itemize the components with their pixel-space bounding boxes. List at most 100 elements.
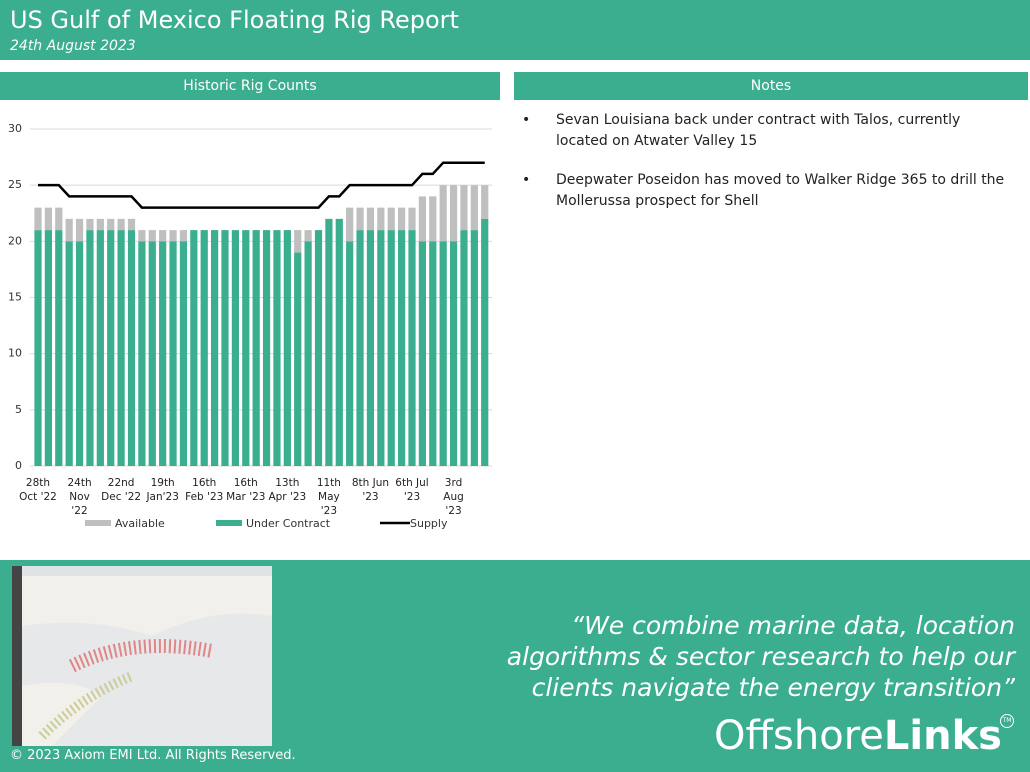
line (38, 161, 485, 209)
bar (418, 196, 426, 242)
bar (179, 241, 188, 466)
bar (242, 230, 250, 466)
bar (86, 218, 94, 231)
bar (460, 230, 468, 466)
bar (231, 230, 239, 466)
report-date: 24th August 2023 (10, 38, 136, 54)
bar (449, 241, 458, 466)
chart: 0 5 10 15 20 25 30 Available Under Contract Suppl… (0, 0, 500, 560)
bar (34, 207, 42, 231)
bar (408, 230, 416, 466)
y-tick-label: 15 (8, 291, 22, 304)
bar (169, 230, 177, 242)
bar (138, 230, 146, 242)
bar (387, 207, 395, 231)
legend-label: Available (115, 517, 165, 530)
header: US Gulf of Mexico Floating Rig Report 24… (0, 0, 1030, 60)
bar (429, 196, 437, 242)
bar (148, 241, 156, 466)
quote: “We combine marine data, location algori… (506, 611, 1015, 702)
y-tick-label: 25 (8, 178, 22, 191)
y-tick-label: 5 (15, 403, 22, 416)
bar (377, 207, 385, 231)
bar (481, 218, 489, 466)
bar (211, 230, 219, 466)
bar (387, 230, 395, 466)
note-text: Deepwater Poseidon has moved to Walker R… (556, 172, 1005, 209)
bar (325, 218, 333, 466)
bar (481, 185, 489, 219)
note-item: • Deepwater Poseidon has moved to Walker … (514, 170, 1014, 212)
bar (377, 230, 385, 466)
bar (138, 241, 146, 466)
x-tick-label: 13th Apr '23 (268, 477, 307, 503)
bar (107, 218, 115, 231)
bar (148, 230, 156, 242)
legend-swatch (85, 520, 111, 526)
x-tick-label: 6th Jul '23 (395, 477, 429, 503)
bar (179, 230, 188, 242)
bar (65, 241, 73, 466)
x-tick-label: 3rd Aug '23 (443, 477, 464, 517)
panel-title: Historic Rig Counts (0, 72, 500, 100)
bar (75, 241, 84, 466)
bar (314, 230, 323, 466)
bullet: • (522, 112, 531, 128)
bullet: • (522, 172, 531, 188)
bar (252, 230, 260, 466)
bar (294, 230, 302, 253)
legend-label: Under Contract (246, 517, 331, 530)
bar (159, 230, 167, 242)
bar (127, 230, 136, 466)
bar (262, 230, 271, 466)
panel-title: Notes (514, 72, 1028, 100)
bar (273, 230, 281, 466)
x-tick-label: 8th Jun '23 (351, 477, 390, 503)
bar (470, 230, 478, 466)
footer: “We combine marine data, location algori… (0, 560, 1030, 772)
bar (159, 241, 167, 466)
bar (190, 230, 198, 466)
bar (346, 207, 354, 242)
bar (335, 218, 343, 466)
logo-bold: Links (883, 713, 1002, 759)
bar (55, 230, 63, 466)
report-title: US Gulf of Mexico Floating Rig Report (10, 6, 459, 34)
bar (200, 230, 208, 466)
bar (356, 230, 364, 466)
x-tick-label: 11th May '23 (316, 477, 341, 517)
bar (418, 241, 426, 466)
bar (65, 218, 73, 242)
x-tick-label: 16th Feb '23 (185, 477, 224, 503)
note-text: Sevan Louisiana back under contract with… (556, 112, 961, 149)
bar (55, 207, 63, 231)
x-tick-label: 16th Mar '23 (226, 477, 266, 503)
bar (449, 185, 458, 242)
map-image (12, 566, 272, 746)
x-tick-label: 24th Nov '22 (67, 477, 92, 517)
bar (470, 185, 478, 231)
bar (398, 207, 406, 231)
bar (366, 230, 375, 466)
bar (221, 230, 229, 466)
bar (44, 230, 52, 466)
x-tick-label: 28th Oct '22 (19, 477, 57, 503)
bar (96, 218, 104, 231)
bar (304, 241, 312, 466)
bar (169, 241, 177, 466)
y-tick-label: 20 (8, 234, 22, 247)
bar (127, 218, 136, 231)
bar (117, 230, 125, 466)
y-tick-label: 0 (15, 459, 22, 472)
bar (346, 241, 354, 466)
bar (75, 218, 84, 242)
x-tick-label: 19th Jan'23 (146, 477, 179, 503)
x-tick-label: 22nd Dec '22 (101, 477, 142, 503)
trademark: TM (1000, 714, 1014, 728)
y-tick-label: 10 (8, 347, 22, 360)
bar (356, 207, 364, 231)
note-item: • Sevan Louisiana back under contract wit… (514, 110, 1014, 152)
logo: OffshoreLinks (714, 714, 1002, 758)
bar (439, 185, 447, 242)
bar (117, 218, 125, 231)
